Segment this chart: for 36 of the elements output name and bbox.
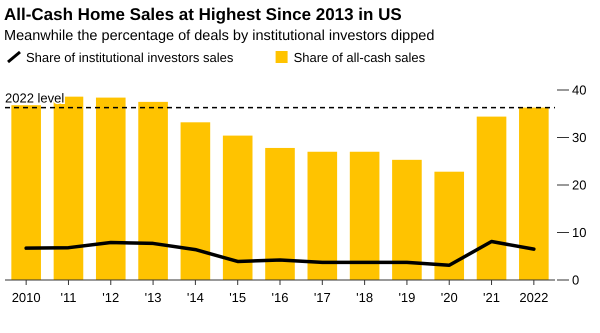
x-tick-label: '19 xyxy=(398,290,416,305)
legend-label: Share of institutional investors sales xyxy=(26,50,234,65)
bar xyxy=(180,122,210,280)
y-tick-label: 40 xyxy=(572,82,586,98)
bar xyxy=(476,116,506,280)
x-tick-label: '15 xyxy=(229,290,246,305)
chart-subtitle: Meanwhile the percentage of deals by institutional investors dipped xyxy=(4,28,434,44)
x-tick-label: 2022 xyxy=(519,290,548,305)
bar xyxy=(96,98,126,280)
x-tick-label: '21 xyxy=(483,290,500,305)
y-tick-label: 0 xyxy=(572,272,580,288)
bar xyxy=(519,108,549,280)
bar xyxy=(265,148,295,280)
bar xyxy=(222,136,252,280)
x-tick-label: '14 xyxy=(186,290,204,305)
x-tick-label: '12 xyxy=(102,290,120,305)
x-tick-label: '13 xyxy=(144,290,162,305)
line-series xyxy=(24,240,536,268)
x-tick-label: '20 xyxy=(440,290,458,305)
chart-title: All-Cash Home Sales at Highest Since 2013 in US xyxy=(4,5,402,24)
y-tick-label: 20 xyxy=(572,178,586,193)
y-tick-label: 10 xyxy=(572,225,586,240)
y-tick-label: 30 xyxy=(572,130,586,146)
bar xyxy=(138,102,168,280)
bar xyxy=(392,160,422,280)
ref-line-label: 2022 level xyxy=(5,90,64,106)
bar xyxy=(308,152,338,280)
legend-label: Share of all-cash sales xyxy=(294,50,426,65)
bar xyxy=(11,105,41,280)
x-tick-label: 2010 xyxy=(12,290,41,305)
x-tick-label: '16 xyxy=(272,290,288,305)
x-tick-label: '18 xyxy=(356,290,374,305)
x-tick-label: '11 xyxy=(60,290,76,305)
bar xyxy=(434,172,464,280)
bar xyxy=(350,152,380,280)
x-tick-label: '17 xyxy=(314,290,331,305)
